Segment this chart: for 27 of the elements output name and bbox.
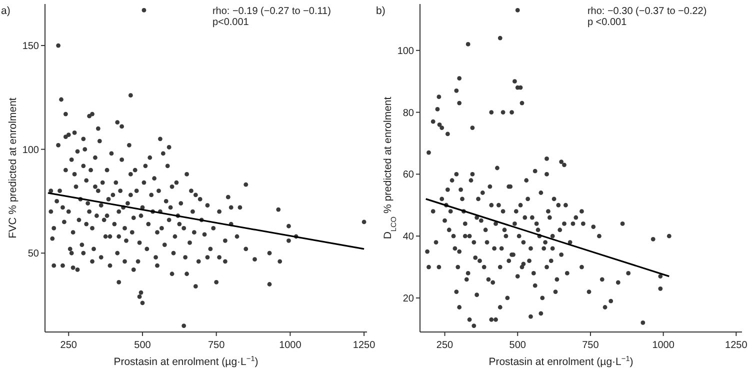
annotation: rho: −0.30 (−0.37 to −0.22) <box>587 6 707 17</box>
x-tick-label: 1250 <box>352 340 376 351</box>
y-tick-label: 60 <box>402 170 414 181</box>
x-tick-label: 750 <box>582 340 600 351</box>
y-axis-title: FVC % predicted at enrolment <box>7 98 19 238</box>
x-tick-label: 1000 <box>652 340 675 351</box>
x-tick-label: 500 <box>134 340 152 351</box>
x-tick-label: 1000 <box>279 340 302 351</box>
x-tick-label: 1250 <box>725 340 748 351</box>
y-tick-label: 40 <box>402 232 414 243</box>
y-tick-label: 80 <box>402 108 414 119</box>
y-tick-label: 100 <box>397 46 414 57</box>
x-tick-label: 250 <box>436 340 454 351</box>
text: a) <box>1 5 10 17</box>
y-tick-label: 50 <box>28 248 40 260</box>
y-tick-label: 100 <box>22 144 40 156</box>
y-tick-label: 20 <box>402 293 414 304</box>
annotation: p<0.001 <box>212 17 250 28</box>
x-axis-title: Prostasin at enrolment (µg·L$^{−1}$) <box>488 354 634 368</box>
x-tick-label: 250 <box>60 340 78 351</box>
x-axis-title: Prostasin at enrolment (µg·L$^{−1}$) <box>114 354 258 368</box>
x-tick-label: 750 <box>208 340 226 351</box>
annotation: p <0.001 <box>587 17 628 28</box>
y-tick-label: 150 <box>22 41 40 52</box>
x-tick-label: 500 <box>509 340 526 351</box>
text: b) <box>376 5 386 17</box>
annotation: rho: −0.19 (−0.27 to −0.11) <box>212 6 331 17</box>
